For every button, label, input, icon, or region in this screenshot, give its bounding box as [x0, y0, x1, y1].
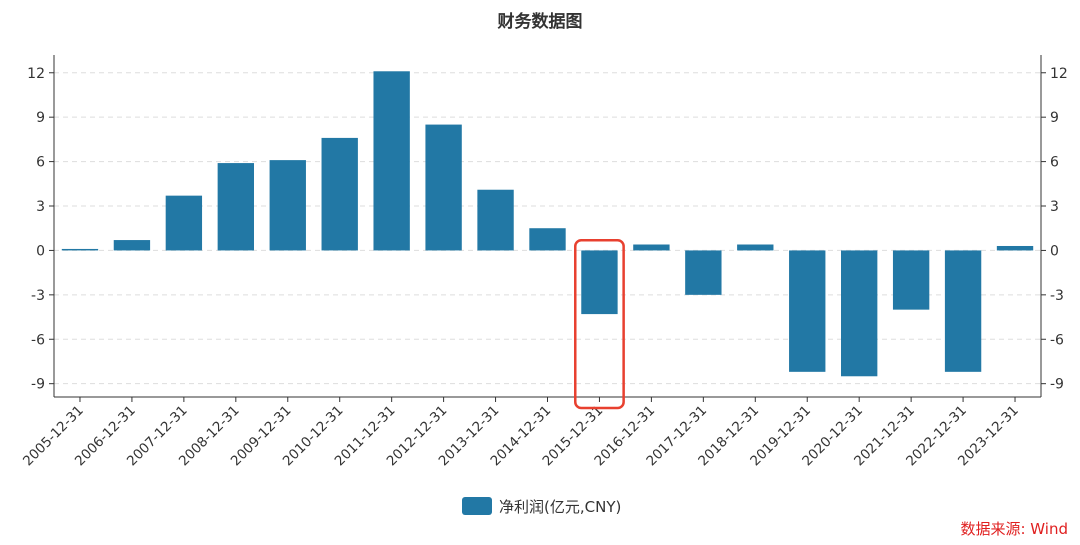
legend-label: 净利润(亿元,CNY) — [499, 498, 621, 516]
bar-2006-12-31 — [113, 240, 151, 251]
y-tick-label-right: -3 — [1050, 288, 1064, 304]
bar-2005-12-31 — [61, 248, 99, 251]
y-tick-label-left: -9 — [31, 377, 45, 393]
y-tick-label-left: 0 — [36, 243, 45, 259]
y-tick-label-left: 6 — [36, 155, 45, 171]
y-tick-label-right: 0 — [1050, 243, 1059, 259]
legend-swatch — [462, 497, 492, 515]
bar-2008-12-31 — [217, 163, 254, 251]
bar-2007-12-31 — [165, 195, 203, 251]
bar-2009-12-31 — [269, 160, 306, 251]
bar-2013-12-31 — [477, 189, 514, 251]
x-tick-labels: 2005-12-312006-12-312007-12-312008-12-31… — [20, 397, 1022, 469]
bar-2021-12-31 — [892, 250, 930, 310]
bar-2019-12-31 — [789, 250, 826, 372]
bar-2014-12-31 — [529, 228, 566, 251]
y-tick-label-left: 12 — [27, 66, 45, 82]
highlight-rect — [574, 238, 625, 410]
chart-title: 财务数据图 — [497, 11, 583, 32]
bar-2020-12-31 — [841, 250, 878, 377]
y-tick-label-right: 3 — [1050, 199, 1059, 215]
y-tick-label-right: -9 — [1050, 377, 1064, 393]
axes: 12 12 9 9 6 6 3 3 0 0 -3 -3 -6 -6 -9 -9 — [27, 55, 1068, 398]
highlight-box — [574, 238, 625, 410]
y-tick-label-left: -6 — [31, 332, 45, 348]
legend[interactable]: 净利润(亿元,CNY) — [462, 497, 621, 516]
y-tick-label-left: 9 — [36, 110, 45, 126]
bar-2011-12-31 — [373, 71, 410, 251]
y-tick-label-left: -3 — [31, 288, 45, 304]
y-tick-label-right: 9 — [1050, 110, 1059, 126]
y-tick-label-left: 3 — [36, 199, 45, 215]
bar-2010-12-31 — [321, 137, 358, 251]
bar-2016-12-31 — [633, 244, 670, 251]
y-tick-label-right: 12 — [1050, 66, 1068, 82]
bar-2017-12-31 — [685, 250, 722, 295]
bar-2023-12-31 — [996, 245, 1034, 251]
source-note: 数据来源: Wind — [960, 520, 1068, 538]
y-tick-label-right: -6 — [1050, 332, 1064, 348]
bar-2022-12-31 — [944, 250, 982, 372]
bars — [61, 71, 1034, 377]
y-tick-label-right: 6 — [1050, 155, 1059, 171]
bar-2018-12-31 — [737, 244, 774, 251]
bar-2015-12-31 — [581, 250, 618, 315]
bar-2012-12-31 — [425, 124, 462, 251]
